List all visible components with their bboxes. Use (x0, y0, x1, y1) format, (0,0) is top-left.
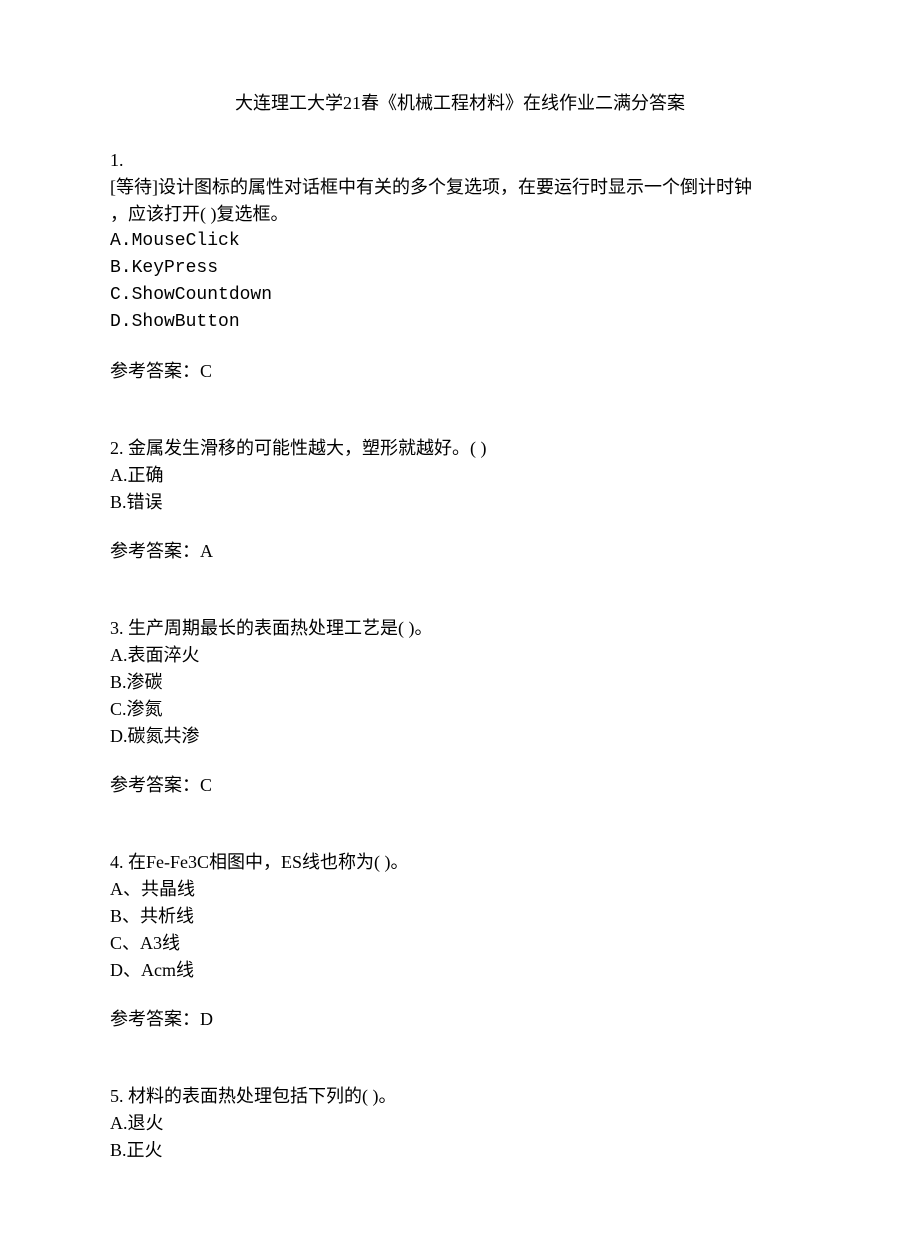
question-3: 3. 生产周期最长的表面热处理工艺是( )。 A.表面淬火 B.渗碳 C.渗氮 … (110, 615, 810, 799)
question-4: 4. 在Fe-Fe3C相图中，ES线也称为( )。 A、共晶线 B、共析线 C、… (110, 849, 810, 1033)
document-title: 大连理工大学21春《机械工程材料》在线作业二满分答案 (110, 90, 810, 117)
answer-label: 参考答案：D (110, 1006, 810, 1033)
answer-label: 参考答案：C (110, 772, 810, 799)
option-c: C、A3线 (110, 930, 810, 957)
option-b: B.KeyPress (110, 255, 810, 282)
option-b: B.渗碳 (110, 669, 810, 696)
question-stem-line: [等待]设计图标的属性对话框中有关的多个复选项，在要运行时显示一个倒计时钟 (110, 174, 810, 201)
option-c: C.渗氮 (110, 696, 810, 723)
question-1: 1. [等待]设计图标的属性对话框中有关的多个复选项，在要运行时显示一个倒计时钟… (110, 147, 810, 385)
answer-label: 参考答案：C (110, 358, 810, 385)
option-a: A.表面淬火 (110, 642, 810, 669)
option-b: B.错误 (110, 489, 810, 516)
option-b: B、共析线 (110, 903, 810, 930)
option-c: C.ShowCountdown (110, 282, 810, 309)
option-a: A.MouseClick (110, 228, 810, 255)
question-number: 3. (110, 618, 128, 638)
option-a: A.正确 (110, 462, 810, 489)
question-stem-line: 4. 在Fe-Fe3C相图中，ES线也称为( )。 (110, 849, 810, 876)
question-stem-text: 金属发生滑移的可能性越大，塑形就越好。( ) (128, 438, 487, 458)
answer-label: 参考答案：A (110, 538, 810, 565)
question-2: 2. 金属发生滑移的可能性越大，塑形就越好。( ) A.正确 B.错误 参考答案… (110, 435, 810, 565)
option-d: D.碳氮共渗 (110, 723, 810, 750)
option-a: A、共晶线 (110, 876, 810, 903)
question-number: 4. (110, 852, 128, 872)
question-stem-line: 5. 材料的表面热处理包括下列的( )。 (110, 1083, 810, 1110)
option-d: D、Acm线 (110, 957, 810, 984)
question-5: 5. 材料的表面热处理包括下列的( )。 A.退火 B.正火 (110, 1083, 810, 1164)
question-number: 2. (110, 438, 128, 458)
option-a: A.退火 (110, 1110, 810, 1137)
question-stem-text: 生产周期最长的表面热处理工艺是( )。 (128, 618, 433, 638)
question-stem-line: ，应该打开( )复选框。 (110, 201, 810, 228)
option-d: D.ShowButton (110, 309, 810, 336)
option-b: B.正火 (110, 1137, 810, 1164)
question-stem-text: 材料的表面热处理包括下列的( )。 (128, 1086, 397, 1106)
question-number: 5. (110, 1086, 128, 1106)
question-number: 1. (110, 147, 810, 174)
question-stem-line: 3. 生产周期最长的表面热处理工艺是( )。 (110, 615, 810, 642)
question-stem-line: 2. 金属发生滑移的可能性越大，塑形就越好。( ) (110, 435, 810, 462)
question-stem-text: 在Fe-Fe3C相图中，ES线也称为( )。 (128, 852, 409, 872)
